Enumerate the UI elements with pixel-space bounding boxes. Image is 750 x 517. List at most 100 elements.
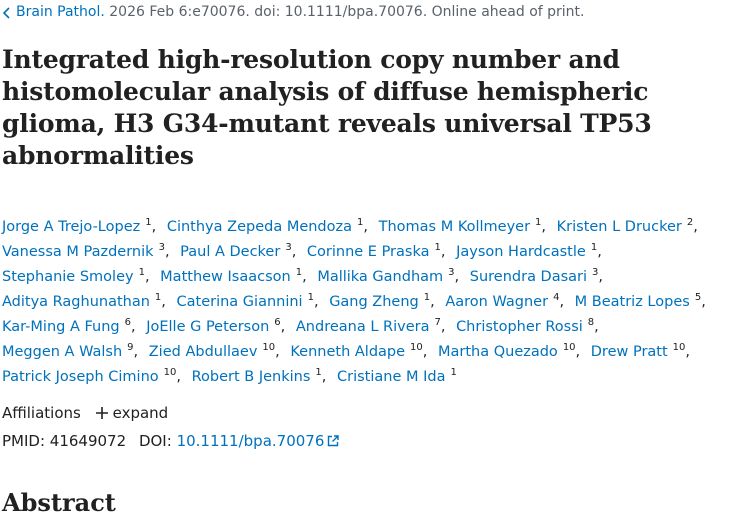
affiliations-label: Affiliations: [2, 404, 81, 422]
author: Kristen L Drucker 2: [556, 217, 704, 236]
author-name[interactable]: Jayson Hardcastle: [456, 244, 586, 260]
affiliation-number[interactable]: 1: [307, 292, 314, 303]
author: Cristiane M Ida 1: [336, 367, 457, 386]
affiliation-number[interactable]: 1: [434, 242, 441, 253]
abstract-heading: Abstract: [2, 488, 116, 517]
affiliation-number[interactable]: 1: [535, 217, 542, 228]
affiliation-number[interactable]: 2: [686, 217, 694, 228]
author-name[interactable]: Zied Abdullaev: [148, 344, 258, 360]
affiliation-number[interactable]: 10: [262, 342, 276, 353]
author-name[interactable]: Corinne E Praska: [306, 244, 430, 260]
author-line: Patrick Joseph Cimino 10 Robert B Jenkins…: [2, 365, 712, 390]
journal-link[interactable]: Brain Pathol.: [16, 4, 105, 20]
author-name[interactable]: Meggen A Walsh: [2, 344, 123, 360]
author: Kar-Ming A Fung 6: [2, 317, 142, 336]
affiliation-number[interactable]: 1: [138, 267, 145, 278]
page: Brain Pathol. 2026 Feb 6:e70076. doi: 10…: [2, 4, 712, 517]
author: Matthew Isaacson 1: [160, 267, 313, 286]
author-name[interactable]: Kristen L Drucker: [556, 219, 682, 235]
author-name[interactable]: Jorge A Trejo-Lopez: [2, 219, 141, 235]
affiliation-number[interactable]: 3: [158, 242, 165, 253]
affiliation-number[interactable]: 10: [410, 342, 423, 353]
affiliation-number[interactable]: 1: [590, 242, 598, 253]
author: Patrick Joseph Cimino 10: [2, 367, 187, 386]
author: Caterina Giannini 1: [176, 292, 325, 311]
author-line: Meggen A Walsh 9 Zied Abdullaev 10 Kenneth…: [2, 340, 712, 365]
affiliation-number[interactable]: 3: [592, 267, 599, 278]
author: Christopher Rossi 8: [456, 317, 605, 336]
author: Vanessa M Pazdernik 3: [2, 242, 176, 261]
affiliation-number[interactable]: 10: [163, 367, 177, 378]
pmid: 41649072: [49, 432, 127, 450]
author-name[interactable]: Patrick Joseph Cimino: [2, 369, 159, 385]
external-link-icon: [328, 435, 340, 447]
plus-icon: [95, 407, 108, 419]
author-name[interactable]: Vanessa M Pazdernik: [2, 244, 154, 260]
author-name[interactable]: Drew Pratt: [590, 344, 668, 360]
chevron-icon: [2, 7, 10, 19]
author-name[interactable]: Mallika Gandham: [317, 269, 444, 285]
author: Robert B Jenkins 1: [191, 367, 333, 386]
affiliation-number[interactable]: 1: [154, 292, 162, 303]
author-name[interactable]: Aditya Raghunathan: [2, 294, 150, 310]
author-name[interactable]: M Beatriz Lopes: [574, 294, 690, 310]
author: Drew Pratt 10: [590, 342, 696, 361]
author-name[interactable]: Gang Zheng: [329, 294, 419, 310]
affiliation-number[interactable]: 4: [553, 292, 560, 303]
affiliation-number[interactable]: 6: [124, 317, 131, 328]
citation-details: 2026 Feb 6:e70076. doi: 10.1111/bpa.7007…: [109, 4, 585, 20]
author: Surendra Dasari 3: [469, 267, 609, 286]
author-name[interactable]: Surendra Dasari: [469, 269, 588, 285]
affiliation-number[interactable]: 8: [587, 317, 595, 328]
author: Meggen A Walsh 9: [2, 342, 144, 361]
author-name[interactable]: Thomas M Kollmeyer: [378, 219, 531, 235]
author-name[interactable]: Aaron Wagner: [445, 294, 549, 310]
author-name[interactable]: Kar-Ming A Fung: [2, 319, 120, 335]
citation: Brain Pathol. 2026 Feb 6:e70076. doi: 10…: [2, 4, 585, 20]
author-name[interactable]: Robert B Jenkins: [191, 369, 311, 385]
affiliation-number[interactable]: 10: [672, 342, 686, 353]
author-name[interactable]: Cristiane M Ida: [336, 369, 446, 385]
author: Aditya Raghunathan 1: [2, 292, 172, 311]
author-line: Aditya Raghunathan 1 Caterina Giannini 1 G…: [2, 290, 712, 315]
affiliation-number[interactable]: 3: [448, 267, 455, 278]
doi-text: 10.1111/bpa.70076: [176, 432, 325, 450]
doi-label: DOI:: [138, 432, 172, 450]
affiliation-number[interactable]: 5: [694, 292, 702, 303]
author: Corinne E Praska 1: [306, 242, 452, 261]
author: Martha Quezado 10: [437, 342, 586, 361]
affiliation-number[interactable]: 10: [562, 342, 576, 353]
identifiers: PMID: 41649072 DOI: 10.1111/bpa.70076: [2, 432, 340, 450]
author-name[interactable]: Kenneth Aldape: [290, 344, 406, 360]
expand-label: expand: [112, 404, 169, 422]
affiliation-number[interactable]: 6: [274, 317, 281, 328]
author-name[interactable]: JoElle G Peterson: [146, 319, 270, 335]
author: Andreana L Rivera 7: [295, 317, 452, 336]
author-name[interactable]: Cinthya Zepeda Mendoza: [166, 219, 353, 235]
affiliation-number[interactable]: 1: [295, 267, 303, 278]
author: M Beatriz Lopes 5: [574, 292, 712, 311]
affiliation-number[interactable]: 1: [450, 367, 457, 378]
author-name[interactable]: Stephanie Smoley: [2, 269, 134, 285]
author: Jorge A Trejo-Lopez 1: [2, 217, 162, 236]
author-name[interactable]: Andreana L Rivera: [295, 319, 430, 335]
author-name[interactable]: Matthew Isaacson: [160, 269, 291, 285]
author: Kenneth Aldape 10: [290, 342, 433, 361]
author-name[interactable]: Caterina Giannini: [176, 294, 303, 310]
affiliation-number[interactable]: 3: [285, 242, 292, 253]
author: Cinthya Zepeda Mendoza 1: [166, 217, 374, 236]
author-name[interactable]: Christopher Rossi: [456, 319, 583, 335]
author-line: Stephanie Smoley 1 Matthew Isaacson 1 Mall…: [2, 265, 712, 290]
affiliation-number[interactable]: 9: [127, 342, 134, 353]
author-name[interactable]: Martha Quezado: [437, 344, 558, 360]
expand-button[interactable]: expand: [95, 404, 169, 422]
author-name[interactable]: Paul A Decker: [180, 244, 281, 260]
affiliation-number[interactable]: 7: [434, 317, 441, 328]
author-line: Jorge A Trejo-Lopez 1 Cinthya Zepeda Mend…: [2, 215, 712, 240]
affiliation-number[interactable]: 1: [145, 217, 152, 228]
affiliation-number[interactable]: 1: [423, 292, 431, 303]
affiliation-number[interactable]: 1: [357, 217, 364, 228]
author: Mallika Gandham 3: [317, 267, 465, 286]
affiliation-number[interactable]: 1: [315, 367, 322, 378]
doi-link[interactable]: 10.1111/bpa.70076: [177, 432, 340, 450]
